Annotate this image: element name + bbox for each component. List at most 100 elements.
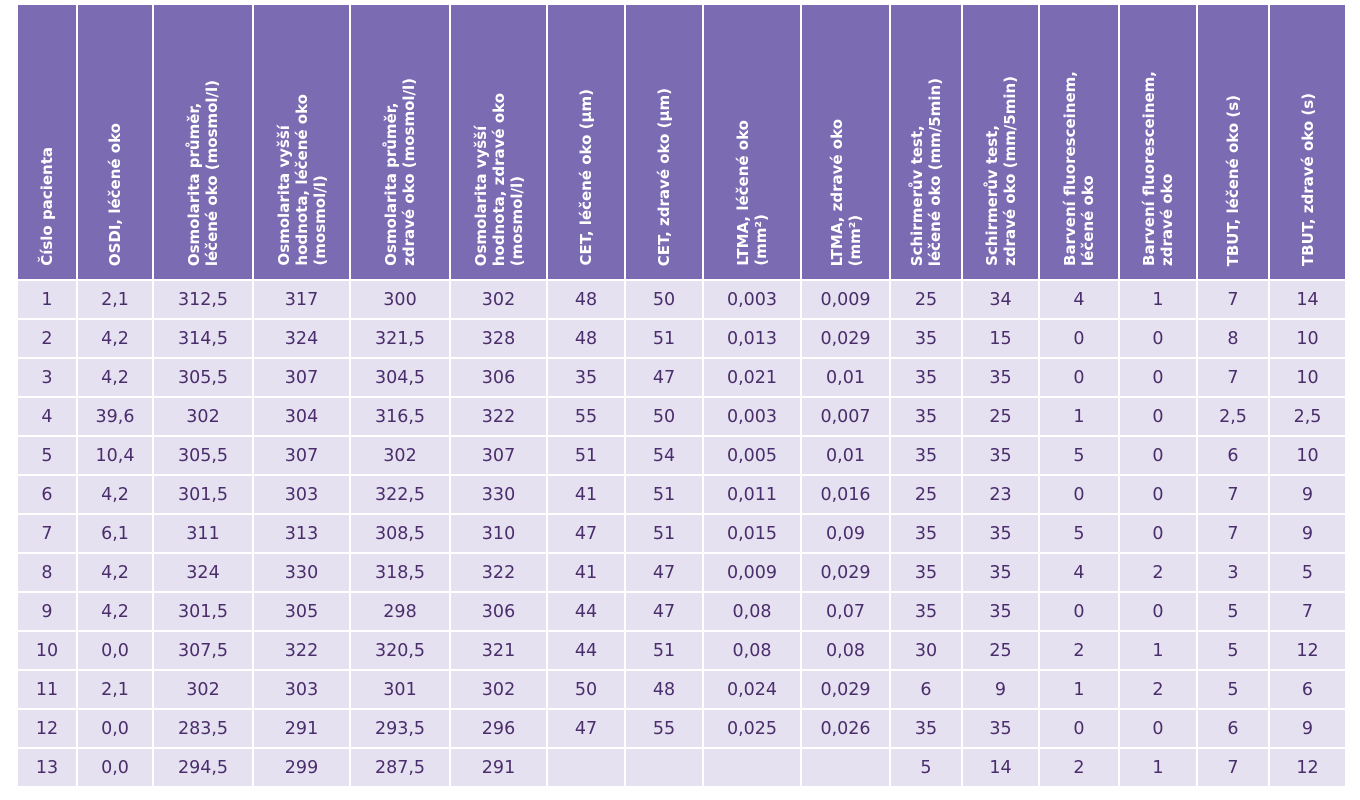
table-cell: 2,5: [1270, 396, 1345, 435]
table-cell: 55: [626, 708, 704, 747]
table-cell: 322,5: [351, 474, 451, 513]
table-cell: 301: [351, 669, 451, 708]
table-cell: 13: [18, 747, 78, 786]
column-header-label: Barvení fluoresceinem, léčené oko: [1061, 71, 1097, 266]
table-cell: 0,026: [802, 708, 891, 747]
column-header: Barvení fluoresceinem, léčené oko: [1040, 5, 1120, 279]
table-cell: 47: [626, 552, 704, 591]
table-cell: [548, 747, 626, 786]
table-cell: 10: [1270, 357, 1345, 396]
table-cell: 5: [1040, 513, 1120, 552]
table-cell: 1: [1120, 279, 1198, 318]
table-cell: 35: [963, 708, 1040, 747]
table-cell: 313: [254, 513, 351, 552]
column-header: TBUT, léčené oko (s): [1198, 5, 1270, 279]
table-cell: 0,0: [78, 747, 154, 786]
table-cell: 308,5: [351, 513, 451, 552]
table-cell: 35: [963, 591, 1040, 630]
table-cell: 291: [451, 747, 548, 786]
table-cell: 318,5: [351, 552, 451, 591]
table-cell: 47: [548, 513, 626, 552]
table-cell: 0,003: [704, 396, 802, 435]
table-cell: 35: [548, 357, 626, 396]
table-cell: 321: [451, 630, 548, 669]
table-cell: 0,007: [802, 396, 891, 435]
column-header: Schirmerův test, léčené oko (mm/5min): [891, 5, 963, 279]
table-cell: 330: [451, 474, 548, 513]
table-cell: 30: [891, 630, 963, 669]
table-row: 3 4,2 305,5 307 304,5 306 35 47 0,021 0,01 35 35 0 0 7…: [18, 357, 1345, 396]
table-cell: 0,07: [802, 591, 891, 630]
table-cell: 4: [18, 396, 78, 435]
table-cell: 301,5: [154, 591, 254, 630]
table-cell: 4,2: [78, 552, 154, 591]
table-cell: 306: [451, 357, 548, 396]
table-cell: 6,1: [78, 513, 154, 552]
table-row: 2 4,2 314,5 324 321,5 328 48 51 0,013 0,029 35 15 0 0…: [18, 318, 1345, 357]
table-cell: 0,08: [802, 630, 891, 669]
table-cell: 35: [891, 435, 963, 474]
column-header: CET, zdravé oko (µm): [626, 5, 704, 279]
table-cell: 1: [18, 279, 78, 318]
table-cell: 0,025: [704, 708, 802, 747]
table-cell: 291: [254, 708, 351, 747]
table-cell: 293,5: [351, 708, 451, 747]
table-cell: 322: [451, 396, 548, 435]
table-cell: 2,5: [1198, 396, 1270, 435]
table-cell: 2,1: [78, 279, 154, 318]
column-header: Osmolarita průměr, léčené oko (mosmol/l): [154, 5, 254, 279]
column-header: LTMA, léčené oko (mm²): [704, 5, 802, 279]
table-cell: 0: [1120, 708, 1198, 747]
table-cell: 0,0: [78, 708, 154, 747]
table-cell: 1: [1120, 747, 1198, 786]
table-cell: 7: [1198, 279, 1270, 318]
table-row: 12 0,0 283,5 291 293,5 296 47 55 0,025 0,026 35 35 0…: [18, 708, 1345, 747]
column-header: Osmolarita vyšší hodnota, zdravé oko (mo…: [451, 5, 548, 279]
table-cell: 2,1: [78, 669, 154, 708]
table-row: 10 0,0 307,5 322 320,5 321 44 51 0,08 0,08 30 25 2 1 5…: [18, 630, 1345, 669]
table-cell: 12: [1270, 630, 1345, 669]
table-cell: 7: [1270, 591, 1345, 630]
table-row: 7 6,1 311 313 308,5 310 47 51 0,015 0,09 35 35 5 0 7 9: [18, 513, 1345, 552]
table-cell: 298: [351, 591, 451, 630]
table-cell: 0,08: [704, 630, 802, 669]
table-cell: 0,01: [802, 357, 891, 396]
table-cell: 0: [1120, 435, 1198, 474]
table-cell: 300: [351, 279, 451, 318]
header-row: Číslo pacienta OSDI, léčené oko Osmolarita…: [18, 5, 1345, 279]
table-cell: 10: [18, 630, 78, 669]
table-cell: [704, 747, 802, 786]
table-cell: 0,029: [802, 669, 891, 708]
table-cell: 328: [451, 318, 548, 357]
column-header: TBUT, zdravé oko (s): [1270, 5, 1345, 279]
table-cell: 10: [1270, 435, 1345, 474]
table-cell: 10: [1270, 318, 1345, 357]
table-cell: 9: [1270, 474, 1345, 513]
table-cell: 1: [1120, 630, 1198, 669]
table-cell: 5: [891, 747, 963, 786]
table-cell: 2: [1120, 669, 1198, 708]
table-cell: 51: [626, 630, 704, 669]
table-cell: 35: [891, 513, 963, 552]
table-cell: 8: [1198, 318, 1270, 357]
table-cell: 302: [154, 669, 254, 708]
table-cell: 39,6: [78, 396, 154, 435]
table-cell: 296: [451, 708, 548, 747]
column-header-label: Schirmerův test, zdravé oko (mm/5min): [982, 76, 1019, 266]
table-cell: 317: [254, 279, 351, 318]
table-cell: 0,024: [704, 669, 802, 708]
table-cell: 0,015: [704, 513, 802, 552]
table-cell: 7: [18, 513, 78, 552]
column-header: Osmolarita průměr, zdravé oko (mosmol/l): [351, 5, 451, 279]
table-cell: 0: [1040, 357, 1120, 396]
table-cell: 0,09: [802, 513, 891, 552]
table-cell: 303: [254, 474, 351, 513]
table-cell: 7: [1198, 474, 1270, 513]
table-cell: 301,5: [154, 474, 254, 513]
table-cell: 5: [1198, 630, 1270, 669]
table-cell: 11: [18, 669, 78, 708]
table-cell: 322: [451, 552, 548, 591]
table-cell: 0,021: [704, 357, 802, 396]
table-cell: 51: [626, 513, 704, 552]
table-cell: 4: [1040, 279, 1120, 318]
